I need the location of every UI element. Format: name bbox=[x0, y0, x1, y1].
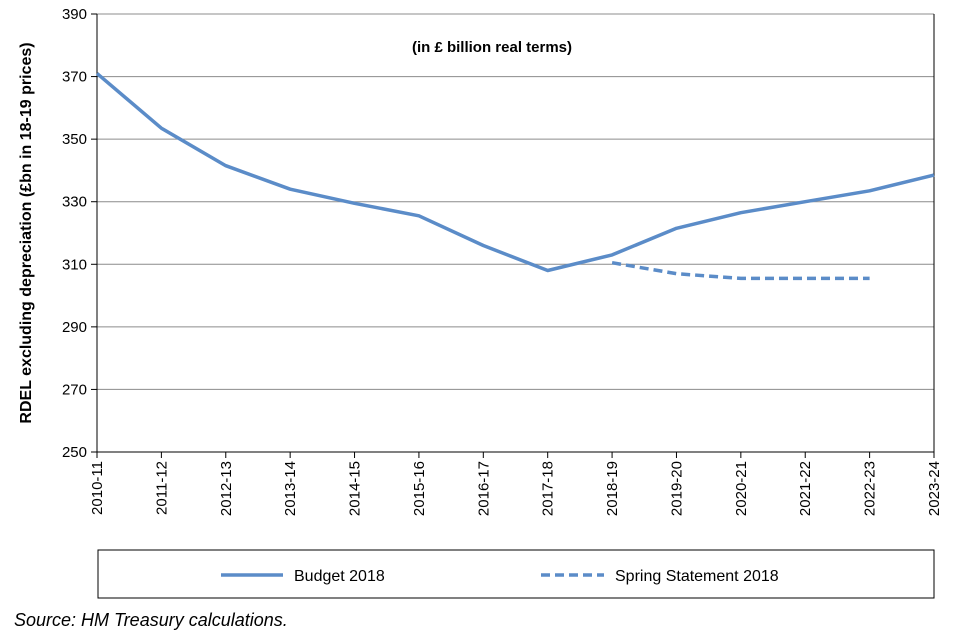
x-tick-label: 2010-11 bbox=[89, 461, 106, 515]
axes bbox=[91, 13, 935, 458]
y-tick-labels: 250 270 290 310 330 350 370 390 bbox=[62, 6, 87, 461]
series-line-spring-statement-2018 bbox=[611, 260, 870, 281]
y-tick-label: 370 bbox=[62, 69, 87, 86]
x-tick-label: 2020-21 bbox=[733, 461, 750, 516]
y-tick-label: 350 bbox=[62, 131, 87, 148]
legend-label-budget: Budget 2018 bbox=[294, 568, 385, 585]
x-tick-label: 2013-14 bbox=[282, 461, 299, 516]
series-lines bbox=[95, 72, 935, 281]
chart-subtitle: (in £ billion real terms) bbox=[412, 39, 572, 56]
source-note: Source: HM Treasury calculations. bbox=[14, 610, 288, 630]
x-tick-label: 2011-12 bbox=[153, 461, 170, 515]
x-tick-label: 2017-18 bbox=[540, 461, 557, 516]
y-axis-label: RDEL excluding depreciation (£bn in 18-1… bbox=[18, 42, 35, 423]
y-tick-label: 270 bbox=[62, 381, 87, 398]
x-tick-label: 2022-23 bbox=[862, 461, 879, 516]
x-tick-label: 2015-16 bbox=[411, 461, 428, 516]
x-tick-label: 2014-15 bbox=[347, 461, 364, 516]
y-tick-label: 250 bbox=[62, 444, 87, 461]
x-tick-label: 2016-17 bbox=[475, 461, 492, 516]
y-tick-label: 290 bbox=[62, 319, 87, 336]
y-tick-label: 390 bbox=[62, 6, 87, 23]
x-tick-labels: 2010-11 2011-12 2012-13 2013-14 2014-15 2015-… bbox=[89, 461, 943, 516]
x-tick-label: 2021-22 bbox=[797, 461, 814, 516]
y-tick-label: 310 bbox=[62, 256, 87, 273]
x-tick-label: 2012-13 bbox=[218, 461, 235, 516]
x-tick-label: 2023-24 bbox=[926, 461, 943, 516]
y-tick-label: 330 bbox=[62, 194, 87, 211]
gridlines bbox=[97, 13, 934, 390]
series-line-budget-2018 bbox=[95, 72, 935, 273]
x-tick-label: 2019-20 bbox=[668, 461, 685, 516]
x-tick-label: 2018-19 bbox=[604, 461, 621, 516]
legend-label-spring: Spring Statement 2018 bbox=[615, 568, 779, 585]
